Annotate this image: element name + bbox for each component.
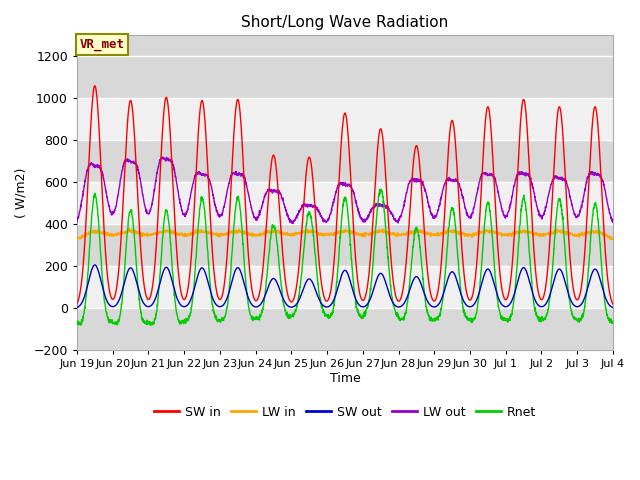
Line: LW out: LW out	[77, 157, 613, 224]
SW out	[501, 304, 509, 310]
LW in	[501, 231, 509, 237]
LW in	[577, 232, 584, 238]
SW out	[609, 305, 617, 311]
SW in	[91, 83, 99, 89]
SW out	[372, 278, 380, 284]
LW in	[125, 225, 132, 231]
Line: Rnet: Rnet	[77, 190, 613, 325]
Line: LW in: LW in	[77, 228, 613, 240]
SW in	[562, 183, 570, 189]
LW out	[289, 221, 297, 227]
Bar	[77, 224, 613, 266]
Rnet	[147, 322, 154, 328]
X-axis label: Time: Time	[330, 372, 360, 385]
Rnet	[609, 318, 617, 324]
Rnet	[372, 222, 380, 228]
Text: VR_met: VR_met	[79, 38, 125, 51]
SW out	[577, 302, 584, 308]
Rnet	[562, 261, 570, 266]
Line: SW out: SW out	[77, 265, 613, 308]
LW in	[73, 236, 81, 241]
Bar	[77, 140, 613, 182]
SW out	[223, 296, 230, 302]
LW out	[223, 192, 230, 197]
Legend: SW in, LW in, SW out, LW out, Rnet: SW in, LW in, SW out, LW out, Rnet	[149, 401, 541, 424]
SW out	[562, 282, 570, 288]
SW out	[73, 305, 81, 311]
SW in	[609, 301, 617, 307]
Rnet	[73, 319, 81, 324]
LW out	[372, 203, 380, 208]
Title: Short/Long Wave Radiation: Short/Long Wave Radiation	[241, 15, 449, 30]
Line: SW in: SW in	[77, 86, 613, 304]
LW out	[562, 180, 570, 185]
SW in	[577, 288, 584, 294]
LW out	[501, 213, 509, 219]
LW in	[562, 228, 570, 234]
LW out	[577, 205, 585, 211]
SW in	[223, 258, 230, 264]
SW in	[360, 296, 368, 302]
LW out	[159, 154, 166, 160]
Rnet	[501, 318, 509, 324]
Bar	[77, 56, 613, 98]
Bar	[77, 308, 613, 350]
Y-axis label: ( W/m2): ( W/m2)	[15, 168, 28, 218]
Rnet	[577, 316, 585, 322]
LW in	[372, 229, 380, 235]
LW out	[73, 219, 81, 225]
SW out	[360, 304, 368, 310]
LW out	[361, 216, 369, 222]
Rnet	[377, 187, 385, 192]
LW in	[608, 237, 616, 242]
LW in	[223, 230, 230, 236]
SW in	[73, 301, 81, 307]
SW in	[372, 166, 380, 172]
Bar	[77, 266, 613, 308]
SW in	[501, 296, 509, 302]
SW out	[91, 262, 99, 268]
Bar	[77, 98, 613, 140]
LW in	[609, 236, 617, 241]
Rnet	[223, 306, 230, 312]
LW out	[609, 219, 617, 225]
LW in	[360, 231, 368, 237]
Bar	[77, 182, 613, 224]
Rnet	[360, 312, 368, 318]
